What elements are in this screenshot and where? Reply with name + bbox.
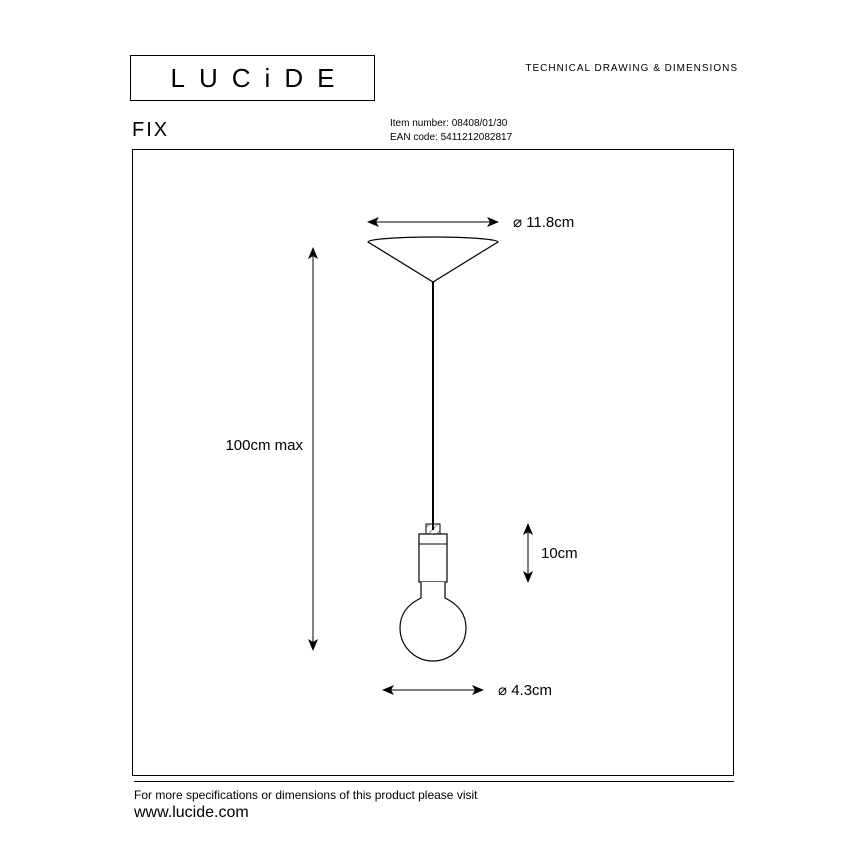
ean-value: 5411212082817 bbox=[441, 132, 513, 143]
footer-text: For more specifications or dimensions of… bbox=[134, 788, 734, 802]
item-number-label: Item number: bbox=[390, 118, 449, 129]
footer: For more specifications or dimensions of… bbox=[134, 781, 734, 822]
technical-drawing: ⌀ 11.8cm 100cm max 10cm bbox=[133, 150, 733, 775]
item-number-value: 08408/01/30 bbox=[452, 118, 508, 129]
footer-url: www.lucide.com bbox=[134, 804, 734, 822]
header-right: TECHNICAL DRAWING & DIMENSIONS bbox=[525, 63, 738, 74]
item-info: Item number: 08408/01/30 EAN code: 54112… bbox=[390, 117, 512, 145]
socket-height-label: 10cm bbox=[541, 545, 578, 562]
canopy-diameter-label: ⌀ 11.8cm bbox=[513, 214, 574, 231]
drawing-frame: ⌀ 11.8cm 100cm max 10cm bbox=[132, 149, 734, 776]
bulb bbox=[400, 582, 466, 661]
brand-logo: LUCiDE bbox=[130, 55, 375, 101]
product-name: FIX bbox=[132, 119, 169, 142]
canopy bbox=[368, 237, 498, 282]
height-label: 100cm max bbox=[225, 437, 303, 454]
socket bbox=[419, 524, 447, 582]
ean-label: EAN code: bbox=[390, 132, 438, 143]
bulb-diameter-label: ⌀ 4.3cm bbox=[498, 682, 552, 699]
